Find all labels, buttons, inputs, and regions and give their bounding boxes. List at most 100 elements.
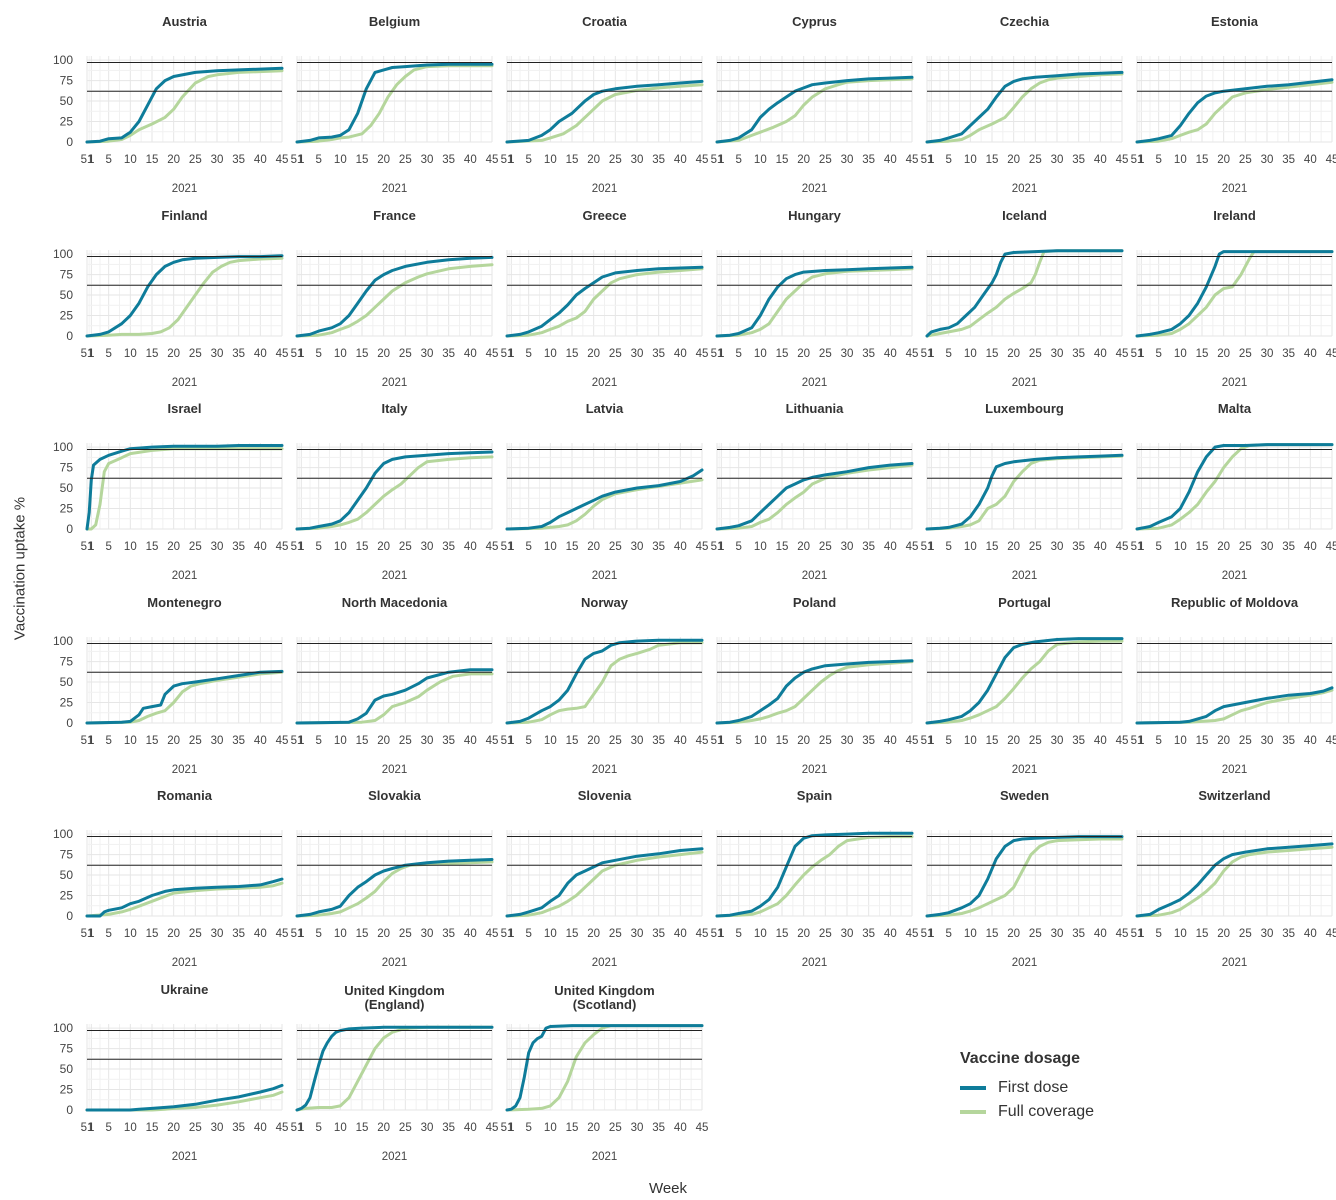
x-tick-label: 15 xyxy=(146,154,159,166)
x-tick-label: 25 xyxy=(189,541,202,553)
series-first-dose-line xyxy=(295,62,494,144)
panel-title: North Macedonia xyxy=(342,595,448,610)
series-first-dose-line xyxy=(295,1025,494,1112)
x-tick-label: 40 xyxy=(674,735,687,747)
x-tick-label: 15 xyxy=(356,1122,369,1134)
series-first-dose-line xyxy=(925,453,1124,531)
x-tick-label: 25 xyxy=(1239,735,1252,747)
x-tick-label: 5 xyxy=(105,154,111,166)
x-tick-label: 1 xyxy=(718,154,724,166)
x-tick-label: 1 xyxy=(1138,348,1144,360)
x-tick-label: 40 xyxy=(254,735,267,747)
year-label: 2021 xyxy=(1222,570,1248,582)
x-tick-label: 45 xyxy=(1116,348,1129,360)
x-tick-label: 35 xyxy=(1072,541,1085,553)
series-full-coverage-line xyxy=(505,641,704,725)
panel-title: Latvia xyxy=(586,401,624,416)
year-label: 2021 xyxy=(1012,183,1038,195)
x-tick-label: 15 xyxy=(986,541,999,553)
y-tick-label: 100 xyxy=(53,53,73,67)
legend-item-first-dose: First dose xyxy=(960,1076,1094,1100)
x-tick-label: 15 xyxy=(356,541,369,553)
series-first-dose-line xyxy=(295,858,494,918)
series-first-dose-line xyxy=(85,1083,284,1112)
y-tick-label: 0 xyxy=(66,135,73,149)
x-tick-label: 25 xyxy=(1239,348,1252,360)
x-tick-label: 5 xyxy=(945,928,951,940)
x-tick-label: 15 xyxy=(356,735,369,747)
x-tick-label: 10 xyxy=(754,348,767,360)
x-tick-label: 10 xyxy=(334,1122,347,1134)
x-tick-label: 20 xyxy=(1007,735,1020,747)
x-tick-label: 51 xyxy=(81,154,94,166)
panel-title: Poland xyxy=(793,595,836,610)
x-tick-label: 5 xyxy=(525,154,531,166)
x-tick-label: 45 xyxy=(1116,541,1129,553)
x-tick-label: 45 xyxy=(696,735,709,747)
x-tick-label: 40 xyxy=(1094,541,1107,553)
x-tick-label: 30 xyxy=(421,928,434,940)
x-tick-label: 10 xyxy=(1174,541,1187,553)
x-tick-label: 20 xyxy=(1007,348,1020,360)
x-tick-label: 10 xyxy=(964,348,977,360)
x-tick-label: 30 xyxy=(841,348,854,360)
series-full-coverage-line xyxy=(85,881,284,918)
x-tick-label: 15 xyxy=(566,154,579,166)
x-tick-label: 25 xyxy=(399,541,412,553)
x-tick-label: 1 xyxy=(718,928,724,940)
x-tick-label: 25 xyxy=(819,928,832,940)
x-tick-label: 20 xyxy=(587,928,600,940)
x-tick-label: 35 xyxy=(232,735,245,747)
panel-title: Hungary xyxy=(788,208,842,223)
x-tick-label: 51 xyxy=(501,348,514,360)
x-tick-label: 51 xyxy=(291,735,304,747)
x-tick-label: 40 xyxy=(1304,541,1317,553)
year-label: 2021 xyxy=(382,570,408,582)
series-first-dose-line xyxy=(85,669,284,725)
x-tick-label: 40 xyxy=(1304,735,1317,747)
x-tick-label: 25 xyxy=(1239,928,1252,940)
year-label: 2021 xyxy=(592,1151,618,1163)
x-tick-label: 20 xyxy=(377,348,390,360)
x-tick-label: 15 xyxy=(146,1122,159,1134)
year-label: 2021 xyxy=(592,764,618,776)
x-tick-label: 30 xyxy=(631,928,644,940)
x-tick-label: 10 xyxy=(124,348,137,360)
x-tick-label: 25 xyxy=(609,154,622,166)
x-tick-label: 10 xyxy=(964,735,977,747)
x-tick-label: 10 xyxy=(754,928,767,940)
series-full-coverage-line xyxy=(85,256,284,338)
x-tick-label: 5 xyxy=(315,735,321,747)
x-tick-label: 5 xyxy=(945,735,951,747)
panel-title: Slovenia xyxy=(578,788,632,803)
x-tick-label: 15 xyxy=(1196,348,1209,360)
series-first-dose-line xyxy=(1135,250,1334,338)
x-tick-label: 10 xyxy=(1174,928,1187,940)
panel-title: Cyprus xyxy=(792,14,837,29)
x-tick-label: 35 xyxy=(862,154,875,166)
x-tick-label: 1 xyxy=(508,928,514,940)
x-tick-label: 5 xyxy=(105,348,111,360)
year-label: 2021 xyxy=(592,957,618,969)
x-tick-label: 30 xyxy=(421,154,434,166)
x-tick-label: 51 xyxy=(81,735,94,747)
x-tick-label: 30 xyxy=(1051,541,1064,553)
year-label: 2021 xyxy=(172,377,198,389)
x-tick-label: 25 xyxy=(189,1122,202,1134)
x-tick-label: 51 xyxy=(921,541,934,553)
x-tick-label: 1 xyxy=(1138,541,1144,553)
x-tick-label: 1 xyxy=(928,735,934,747)
x-tick-label: 15 xyxy=(776,735,789,747)
x-tick-label: 25 xyxy=(189,928,202,940)
x-tick-label: 35 xyxy=(232,348,245,360)
year-label: 2021 xyxy=(382,957,408,969)
x-tick-label: 40 xyxy=(254,154,267,166)
x-tick-label: 40 xyxy=(464,735,477,747)
x-tick-label: 51 xyxy=(711,735,724,747)
series-first-dose-line xyxy=(505,468,704,531)
x-tick-label: 10 xyxy=(964,541,977,553)
x-tick-label: 10 xyxy=(334,735,347,747)
